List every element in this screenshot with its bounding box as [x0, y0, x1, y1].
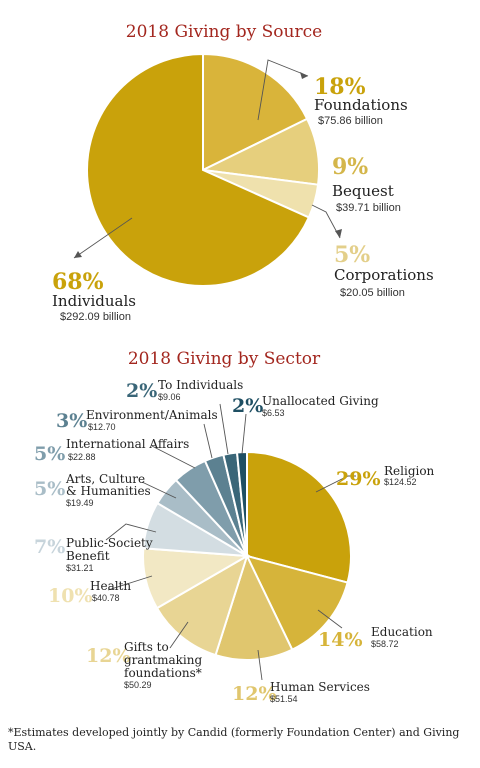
label-corporations: Corporations — [334, 266, 434, 284]
pct-arts: 5% — [34, 478, 65, 500]
label-public-society-line2: Benefit — [66, 549, 110, 563]
pct-religion: 29% — [336, 468, 381, 490]
value-human-services: $51.54 — [270, 694, 298, 704]
label-gifts-line2: grantmaking — [124, 653, 202, 667]
arrow-foundations — [300, 72, 308, 79]
source-slice-individuals — [86, 52, 311, 287]
leader-individuals — [73, 217, 133, 259]
pct-education: 14% — [318, 629, 363, 651]
label-education: Education — [371, 625, 433, 639]
label-international: International Affairs — [66, 437, 189, 451]
value-foundations: $75.86 billion — [318, 115, 383, 127]
value-to-individuals: $9.06 — [158, 392, 181, 402]
pct-gifts-foundations: 12% — [86, 645, 131, 667]
leader-foundations — [257, 59, 309, 121]
value-environment: $12.70 — [88, 422, 116, 432]
leader-international — [151, 445, 196, 469]
value-international: $22.88 — [68, 452, 96, 462]
pct-corporations: 5% — [334, 242, 370, 268]
sector-slice-religion — [246, 450, 352, 584]
leader-education — [317, 609, 343, 629]
label-individuals: Individuals — [52, 292, 136, 310]
label-religion: Religion — [384, 464, 435, 478]
value-unallocated: $6.53 — [262, 408, 285, 418]
value-public-society: $31.21 — [66, 563, 94, 573]
leader-public-society — [105, 523, 157, 541]
pct-individuals: 68% — [52, 269, 104, 295]
pct-health: 10% — [48, 585, 93, 607]
label-health: Health — [90, 579, 131, 593]
pct-environment: 3% — [56, 410, 87, 432]
source-labels: 18% Foundations $75.86 billion 9% Beques… — [52, 59, 434, 323]
value-corporations: $20.05 billion — [340, 287, 405, 299]
footnote: *Estimates developed jointly by Candid (… — [8, 726, 460, 753]
label-human-services: Human Services — [270, 680, 370, 694]
leader-health — [107, 575, 153, 591]
sector-slice-education — [245, 554, 349, 651]
pct-to-individuals: 2% — [126, 380, 157, 402]
source-slice-foundations — [202, 52, 309, 172]
value-gifts-foundations: $50.29 — [124, 680, 152, 690]
label-arts-line2: & Humanities — [66, 484, 151, 498]
value-arts: $19.49 — [66, 498, 94, 508]
leader-environment — [203, 423, 213, 459]
label-foundations: Foundations — [314, 96, 408, 114]
leader-to-individuals — [219, 403, 229, 455]
leader-corporations — [311, 204, 341, 239]
pct-human-services: 12% — [232, 683, 277, 705]
arrow-corporations — [335, 229, 342, 238]
pct-foundations: 18% — [314, 74, 366, 100]
pct-public-society: 7% — [34, 536, 65, 558]
label-unallocated: Unallocated Giving — [262, 394, 379, 408]
value-health: $40.78 — [92, 593, 120, 603]
sector-pie — [142, 450, 352, 662]
leader-arts — [141, 481, 177, 499]
sector-slice-gifts-to-grantmaking-foundations — [155, 553, 249, 657]
label-gifts-line3: foundations* — [124, 666, 202, 680]
sector-slice-human-services — [214, 553, 294, 662]
arrow-individuals — [74, 251, 82, 258]
label-gifts-line1: Gifts to — [124, 640, 169, 654]
sector-labels: 29% Religion $124.52 14% Education $58.7… — [34, 378, 435, 705]
value-individuals: $292.09 billion — [60, 311, 131, 323]
label-bequest: Bequest — [332, 182, 394, 200]
value-bequest: $39.71 billion — [336, 202, 401, 214]
label-to-individuals: To Individuals — [158, 378, 243, 392]
label-arts-line1: Arts, Culture — [65, 472, 145, 486]
source-chart-title: 2018 Giving by Source — [126, 22, 322, 42]
pct-unallocated: 2% — [232, 395, 263, 417]
sector-chart-title: 2018 Giving by Sector — [128, 349, 321, 369]
leader-gifts-foundations — [169, 621, 189, 649]
label-environment: Environment/Animals — [86, 408, 218, 422]
leader-religion — [315, 475, 356, 493]
charts-canvas: 2018 Giving by Source 2018 Giving by Sec… — [34, 22, 435, 705]
leader-human-services — [257, 649, 263, 681]
value-education: $58.72 — [371, 639, 399, 649]
pct-bequest: 9% — [332, 154, 368, 180]
label-public-society-line1: Public-Society — [66, 536, 153, 550]
value-religion: $124.52 — [384, 477, 417, 487]
source-pie — [86, 52, 320, 287]
pct-international: 5% — [34, 443, 65, 465]
leader-unallocated — [241, 413, 247, 455]
